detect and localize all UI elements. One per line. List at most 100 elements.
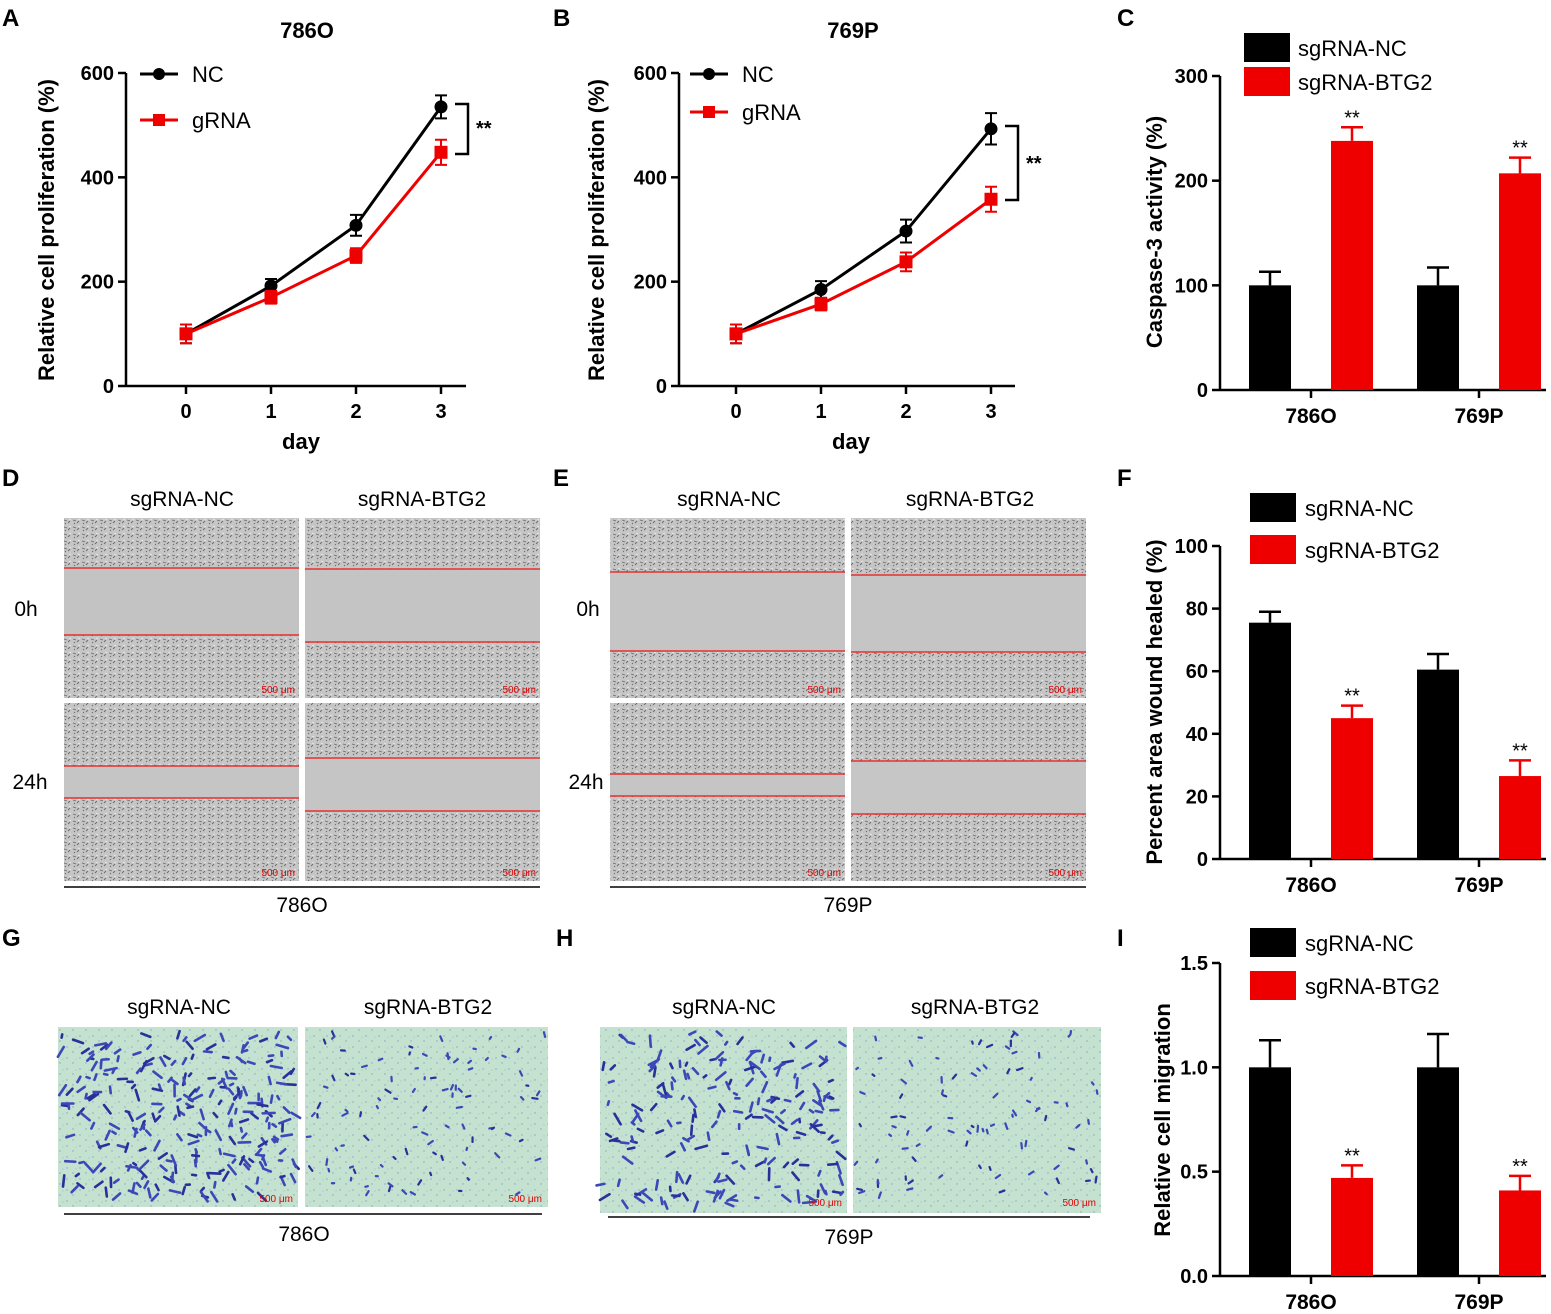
- stained-cell: [516, 1047, 521, 1053]
- stained-cell: [718, 1103, 726, 1113]
- stained-cell: [648, 1034, 653, 1049]
- x-tick-label: 786O: [1285, 405, 1336, 428]
- stained-cell: [756, 1145, 769, 1151]
- stained-cell: [812, 1099, 823, 1107]
- significance-label: **: [476, 118, 492, 140]
- stained-cell: [790, 1118, 799, 1126]
- stained-cell: [421, 1052, 428, 1057]
- stained-cell: [151, 1112, 156, 1121]
- y-tick-label: 100: [1175, 536, 1208, 558]
- data-point: [899, 255, 913, 269]
- stained-cell: [686, 1134, 696, 1142]
- stained-cell: [824, 1055, 828, 1063]
- stained-cell: [327, 1167, 331, 1173]
- x-tick-label: 3: [985, 401, 996, 423]
- stained-cell: [185, 1040, 194, 1051]
- micrograph-btg2-0h: 500 μm: [305, 518, 540, 698]
- legend-label-grna: gRNA: [192, 108, 251, 133]
- stained-cell: [970, 1072, 978, 1077]
- stained-cell: [781, 1059, 795, 1064]
- stained-cell: [665, 1150, 676, 1158]
- stained-cell: [839, 1190, 845, 1197]
- y-tick-label: 1.5: [1180, 953, 1208, 975]
- stained-cell: [209, 1190, 219, 1203]
- stained-cell: [125, 1164, 139, 1170]
- stained-cell: [153, 1114, 162, 1123]
- column-label-btg2: sgRNA-BTG2: [358, 488, 486, 511]
- y-tick-label: 300: [1175, 66, 1208, 88]
- stained-cell: [1053, 1164, 1060, 1171]
- stained-cell: [504, 1132, 512, 1137]
- stained-cell: [377, 1097, 382, 1102]
- stained-cell: [387, 1182, 394, 1188]
- stained-cell: [279, 1174, 286, 1179]
- stained-cell: [710, 1120, 718, 1129]
- legend-label-nc: sgRNA-NC: [1298, 36, 1407, 61]
- stained-cell: [286, 1035, 293, 1042]
- stained-cell: [694, 1144, 709, 1151]
- stained-cell: [359, 1111, 363, 1118]
- y-axis-label: Relative cell proliferation (%): [34, 79, 59, 381]
- stained-cell: [199, 1108, 205, 1121]
- stained-cell: [239, 1126, 244, 1133]
- stained-cell: [217, 1078, 226, 1085]
- stained-cell: [182, 1076, 187, 1086]
- stained-cell: [176, 1105, 181, 1117]
- stained-cell: [656, 1081, 665, 1089]
- stained-cell: [84, 1092, 88, 1100]
- stained-cell: [99, 1043, 109, 1051]
- y-tick-label: 40: [1186, 724, 1208, 746]
- stained-cell: [899, 1093, 904, 1099]
- panel-f: F Percent area wound healed (%) sgRNA-NC…: [1117, 465, 1546, 897]
- stained-cell: [85, 1053, 95, 1062]
- legend-label-nc: sgRNA-NC: [1305, 496, 1414, 521]
- data-point: [984, 122, 998, 136]
- stained-cell: [1011, 1109, 1018, 1117]
- stained-cell: [816, 1089, 823, 1103]
- stained-cell: [222, 1170, 230, 1182]
- stained-cell: [796, 1189, 801, 1204]
- stained-cell: [261, 1111, 276, 1115]
- significance-bracket: [1005, 124, 1020, 202]
- stained-cell: [153, 1139, 161, 1152]
- scale-label: 500 μm: [502, 685, 536, 696]
- stained-cell: [219, 1032, 225, 1043]
- data-point: [814, 297, 828, 311]
- stained-cell: [1065, 1102, 1069, 1108]
- stained-cell: [139, 1123, 146, 1131]
- panel-b: B 769P Relative cell proliferation (%) d…: [553, 5, 1042, 454]
- stained-cell: [763, 1157, 768, 1164]
- y-tick-label: 600: [81, 63, 114, 85]
- stained-cell: [978, 1164, 982, 1170]
- stained-cell: [724, 1201, 735, 1208]
- stained-cell: [831, 1190, 844, 1195]
- x-axis-label: day: [832, 429, 871, 454]
- stained-cell: [761, 1107, 774, 1114]
- legend-marker-grna: [703, 106, 715, 118]
- panel-c: C Caspase-3 activity (%) sgRNA-NC sgRNA-…: [1117, 5, 1546, 428]
- stained-cell: [61, 1174, 66, 1188]
- column-label-nc: sgRNA-NC: [672, 996, 776, 1019]
- error-bar: [1427, 266, 1449, 286]
- y-axis-label: Relative cell migration: [1150, 1003, 1175, 1237]
- stained-cell: [190, 1093, 204, 1102]
- stained-cell: [280, 1133, 294, 1138]
- stained-cell: [663, 1200, 669, 1210]
- stained-cell: [316, 1101, 322, 1110]
- stained-cell: [429, 1076, 437, 1080]
- data-point: [434, 145, 448, 159]
- stained-cell: [684, 1061, 689, 1067]
- scale-label: 500 μm: [508, 1194, 542, 1205]
- stained-cell: [99, 1166, 106, 1173]
- error-bar: [1341, 126, 1363, 141]
- chart-title: 786O: [280, 18, 334, 43]
- scale-label: 500 μm: [807, 868, 841, 879]
- bar-sgrna-btg2: [1499, 776, 1541, 859]
- stained-cell: [827, 1134, 834, 1141]
- micrograph-btg2-24h: 500 μm: [305, 703, 540, 881]
- stained-cell: [812, 1082, 821, 1093]
- stained-cell: [818, 1099, 825, 1111]
- stained-cell: [988, 1165, 992, 1171]
- stained-cell: [445, 1054, 451, 1059]
- y-tick-label: 20: [1186, 786, 1208, 808]
